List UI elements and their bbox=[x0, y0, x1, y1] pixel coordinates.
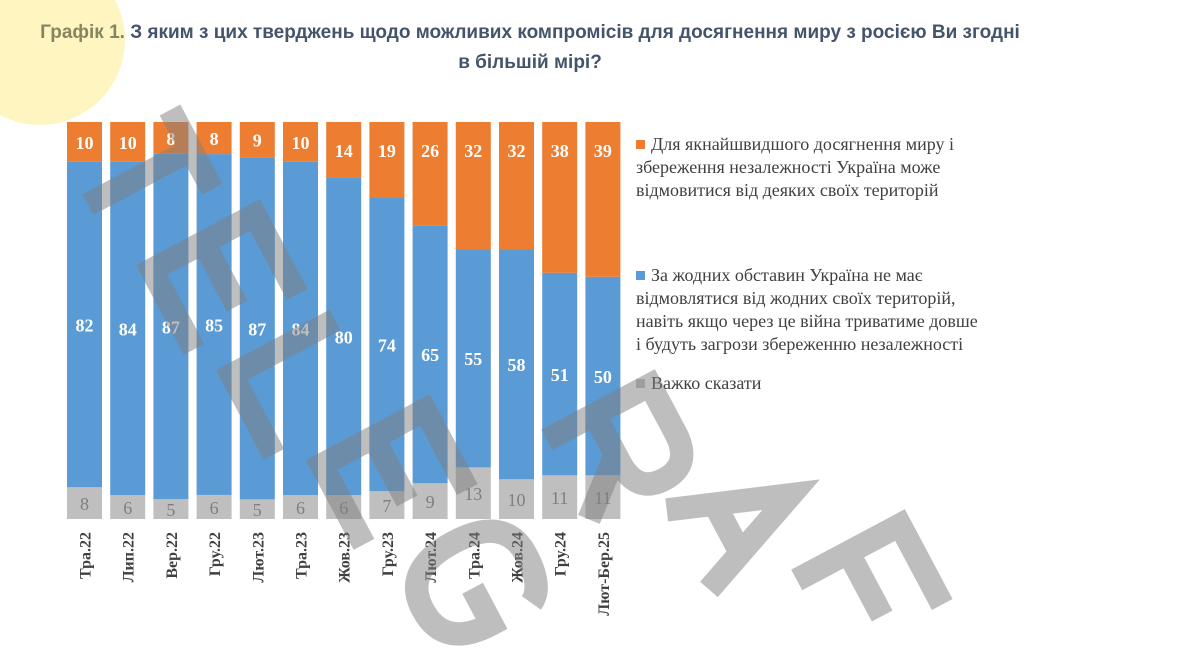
bar-segment bbox=[196, 494, 232, 519]
bar-segment bbox=[585, 122, 621, 277]
legend-swatch bbox=[636, 140, 645, 149]
data-label: 85 bbox=[205, 316, 223, 336]
legend-label: За жодних обставин Україна не має відмов… bbox=[636, 265, 978, 354]
bar-segment bbox=[542, 122, 578, 273]
bar-segment bbox=[67, 487, 102, 519]
data-label: 87 bbox=[162, 317, 180, 337]
data-label: 10 bbox=[508, 490, 526, 510]
legend-item-blue: За жодних обставин Україна не має відмов… bbox=[636, 264, 981, 356]
x-tick-label: Тра.22 bbox=[78, 532, 95, 579]
bar-segment bbox=[499, 249, 534, 480]
x-tick-label: Лют-Бер.25 bbox=[596, 532, 613, 616]
data-label: 9 bbox=[253, 131, 262, 151]
data-label: 50 bbox=[594, 367, 612, 387]
x-tick-label: Лют.23 bbox=[250, 532, 267, 583]
x-tick-label: Гру.23 bbox=[380, 532, 397, 576]
data-label: 10 bbox=[119, 133, 137, 153]
bar-segment bbox=[499, 122, 534, 250]
data-label: 80 bbox=[335, 327, 353, 347]
bar-segment bbox=[153, 499, 189, 519]
data-label: 8 bbox=[166, 129, 175, 149]
x-tick-label: Вер.22 bbox=[164, 532, 181, 579]
legend: Для якнайшвидшого досягнення миру і збер… bbox=[636, 133, 981, 395]
data-label: 32 bbox=[464, 141, 482, 161]
data-label: 84 bbox=[119, 319, 137, 339]
data-label: 14 bbox=[335, 141, 353, 161]
bar-segment bbox=[67, 161, 102, 488]
legend-label: Важко сказати bbox=[651, 373, 762, 393]
data-label: 26 bbox=[421, 141, 439, 161]
data-label: 9 bbox=[426, 492, 435, 512]
bar-segment bbox=[369, 122, 405, 198]
data-label: 82 bbox=[76, 315, 94, 335]
x-tick-label: Жов.24 bbox=[510, 532, 527, 583]
x-tick-label: Тра.24 bbox=[466, 532, 483, 579]
bar-segment bbox=[412, 122, 448, 226]
bar-segment bbox=[283, 122, 318, 162]
data-label: 5 bbox=[253, 500, 262, 520]
data-label: 10 bbox=[76, 133, 94, 153]
data-label: 58 bbox=[508, 355, 526, 375]
data-label: 55 bbox=[464, 349, 482, 369]
x-tick-label: Жов.23 bbox=[337, 532, 354, 583]
data-label: 6 bbox=[210, 498, 219, 518]
data-label: 32 bbox=[508, 141, 526, 161]
data-label: 6 bbox=[339, 498, 348, 518]
x-tick-label: Лют.24 bbox=[423, 532, 440, 583]
data-label: 7 bbox=[382, 496, 391, 516]
bar-segment bbox=[239, 499, 275, 519]
bar-segment bbox=[110, 495, 146, 519]
data-label: 65 bbox=[421, 345, 439, 365]
data-label: 5 bbox=[166, 500, 175, 520]
data-label: 6 bbox=[123, 498, 132, 518]
data-label: 51 bbox=[551, 365, 569, 385]
data-label: 87 bbox=[248, 319, 266, 339]
data-label: 11 bbox=[551, 488, 568, 508]
data-label: 10 bbox=[292, 133, 310, 153]
x-tick-label: Тра.23 bbox=[294, 532, 311, 579]
bar-segment bbox=[239, 122, 275, 158]
data-label: 8 bbox=[80, 494, 89, 514]
x-tick-label: Лип.22 bbox=[121, 532, 138, 582]
legend-item-orange: Для якнайшвидшого досягнення миру і збер… bbox=[636, 133, 981, 202]
data-label: 8 bbox=[210, 129, 219, 149]
data-label: 11 bbox=[594, 488, 611, 508]
bar-segment bbox=[499, 479, 534, 519]
data-label: 39 bbox=[594, 141, 612, 161]
legend-label: Для якнайшвидшого досягнення миру і збер… bbox=[636, 134, 954, 200]
data-label: 84 bbox=[292, 319, 310, 339]
data-label: 74 bbox=[378, 335, 396, 355]
data-label: 38 bbox=[551, 141, 569, 161]
x-tick-label: Гру.22 bbox=[207, 532, 224, 576]
x-tick-label: Гру.24 bbox=[553, 532, 570, 576]
chart-title: Графік 1. З яким з цих тверджень щодо мо… bbox=[40, 22, 1020, 73]
legend-swatch bbox=[636, 379, 645, 388]
bar-segment bbox=[455, 122, 491, 250]
legend-item-grey: Важко сказати bbox=[636, 372, 981, 395]
legend-swatch bbox=[636, 271, 645, 280]
data-label: 19 bbox=[378, 141, 396, 161]
data-label: 6 bbox=[296, 498, 305, 518]
data-label: 13 bbox=[464, 484, 482, 504]
bar-segment bbox=[326, 122, 362, 178]
